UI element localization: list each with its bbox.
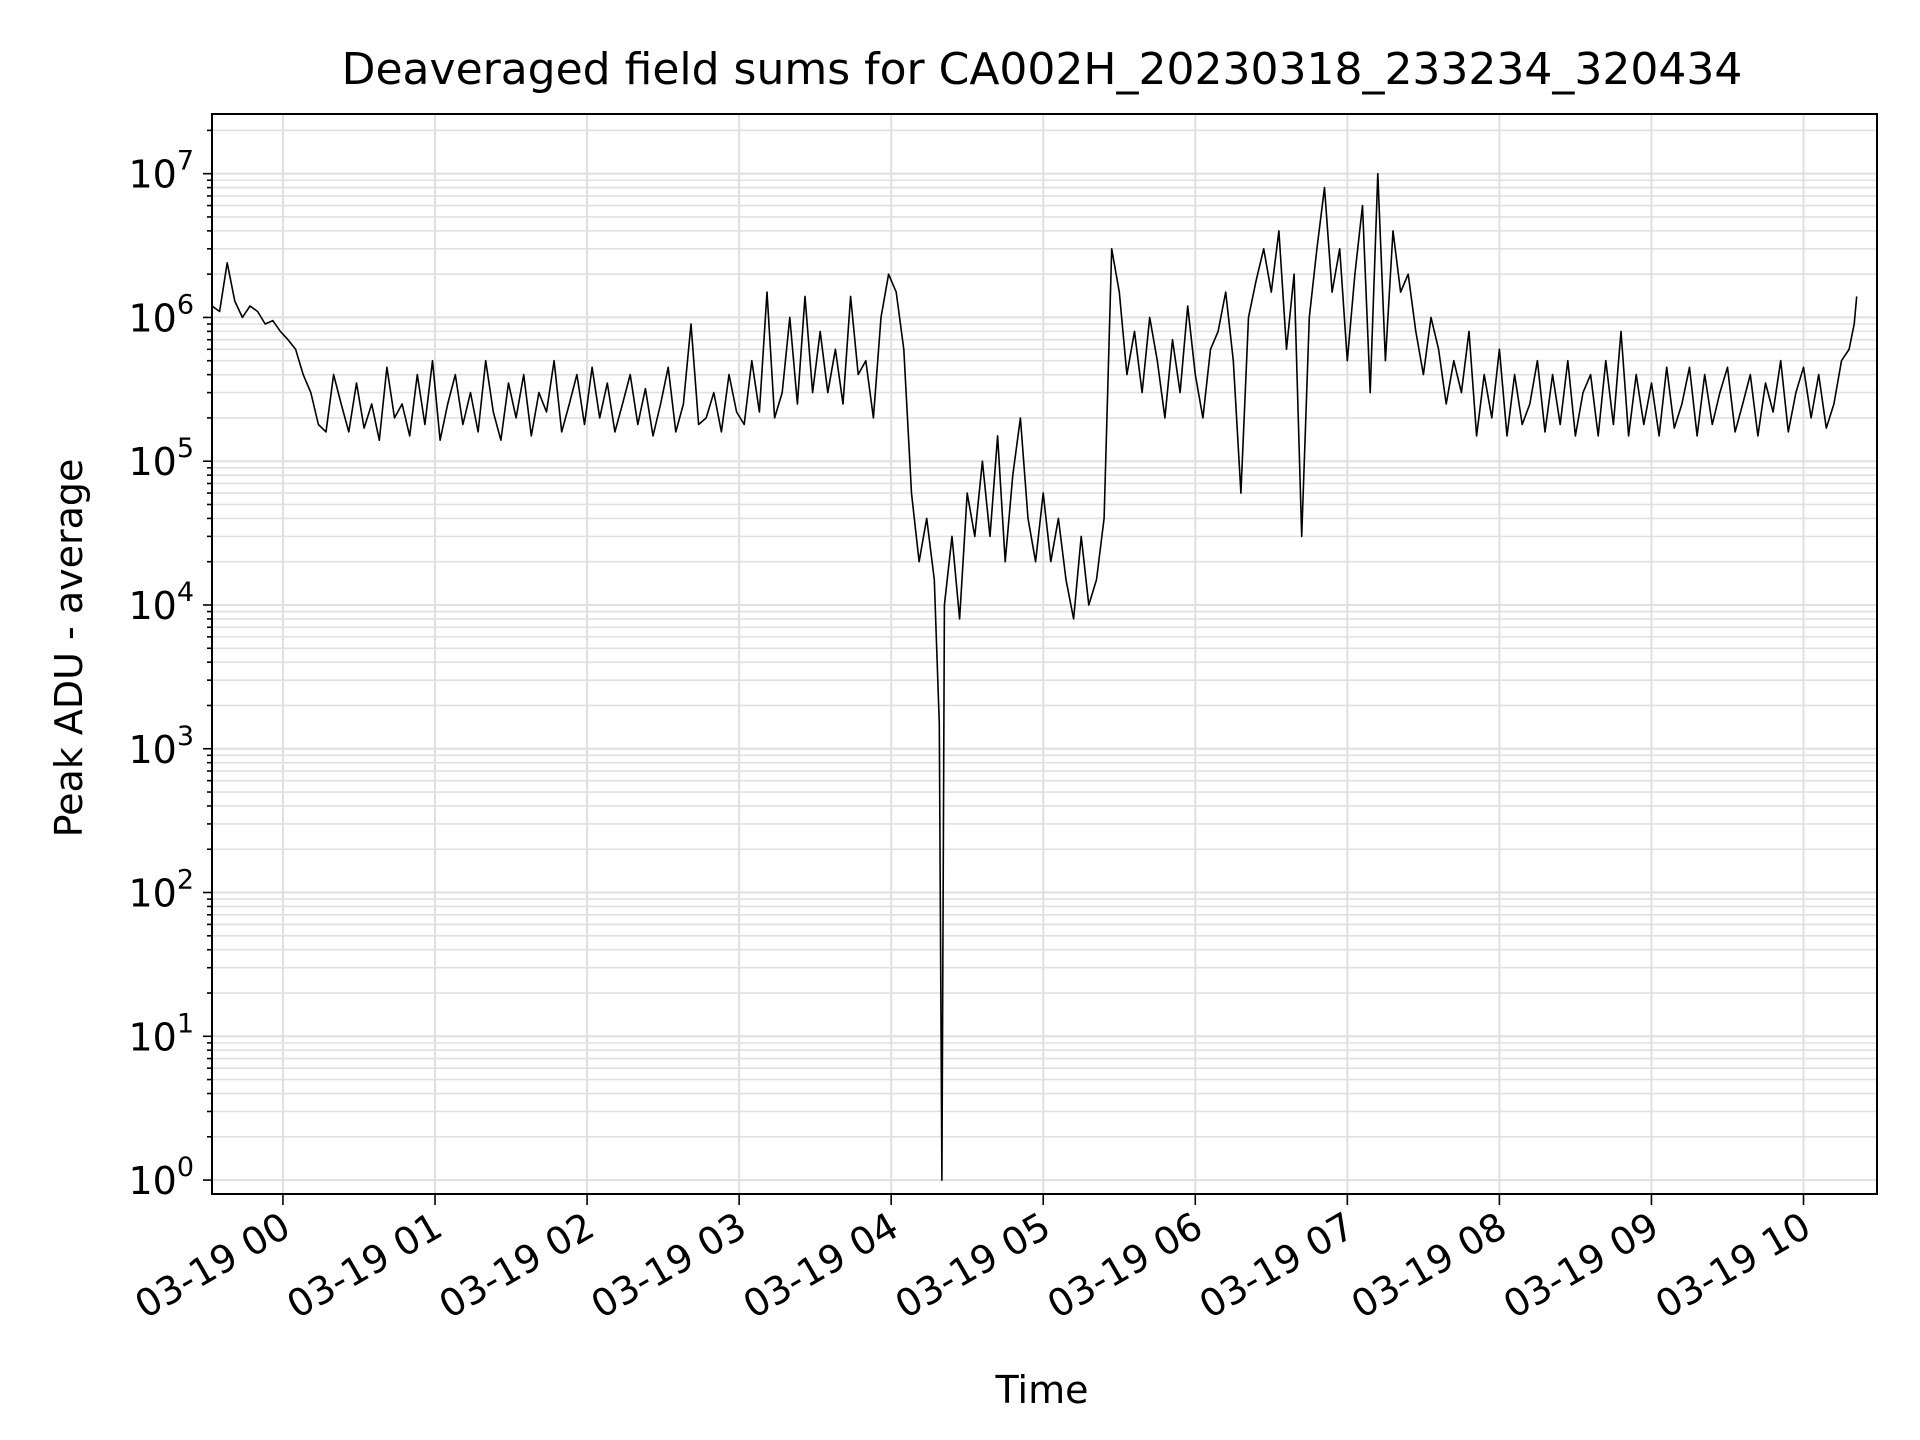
y-tick-label: 102	[128, 865, 194, 916]
y-tick-label: 103	[128, 721, 194, 772]
y-tick-label: 107	[128, 146, 194, 197]
y-tick-label: 100	[128, 1152, 194, 1203]
x-axis-label: Time	[995, 1368, 1089, 1412]
y-tick-label: 105	[128, 433, 194, 484]
series-layer	[211, 172, 1858, 1181]
y-tick-label: 104	[128, 577, 194, 628]
y-tick-label: 101	[128, 1008, 194, 1059]
chart-title: Deaveraged field sums for CA002H_2023031…	[342, 44, 1743, 95]
y-axis-label: Peak ADU - average	[47, 459, 91, 838]
plot-frame	[211, 113, 1878, 1195]
grid	[212, 114, 1877, 1194]
y-tick-label: 106	[128, 289, 194, 340]
series-line	[211, 172, 1858, 1181]
